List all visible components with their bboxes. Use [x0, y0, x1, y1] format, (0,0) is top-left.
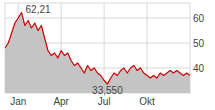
x-tick-label: Jul [98, 96, 111, 107]
area [5, 12, 190, 93]
x-tick-label: Jan [10, 96, 26, 107]
plot-area [5, 12, 190, 93]
y-tick-label: 40 [193, 63, 205, 74]
y-tick-label: 50 [193, 38, 205, 49]
x-tick-label: Okt [139, 96, 155, 107]
chart: 40 50 60 Jan Apr Jul Okt 62,21 33,550 [0, 0, 215, 110]
value-label: 33,550 [92, 85, 123, 96]
grid-line [5, 18, 190, 19]
value-label: 62,21 [26, 4, 51, 15]
plot-frame [5, 3, 190, 93]
line [5, 12, 190, 84]
y-tick-label: 60 [193, 13, 205, 24]
x-tick-label: Apr [53, 96, 69, 107]
